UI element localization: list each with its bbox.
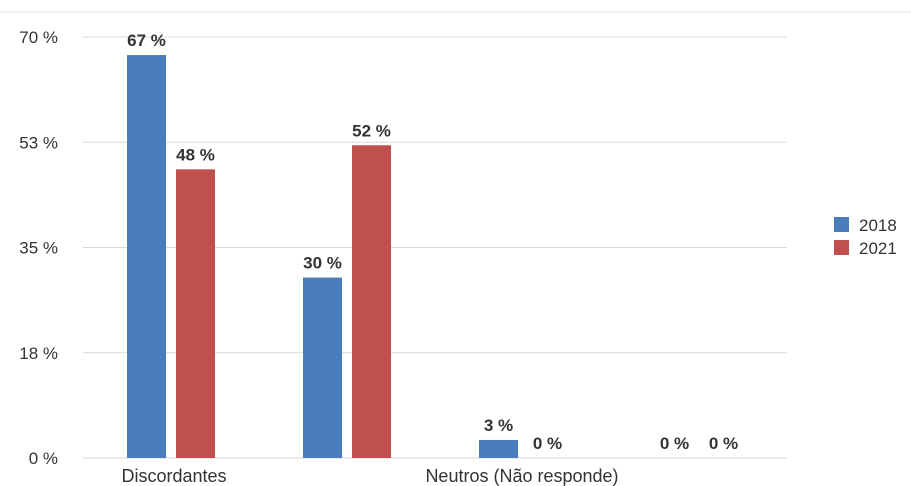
bars (127, 55, 518, 459)
y-tick-label: 35 % (19, 239, 58, 258)
x-category-label: Discordantes (121, 466, 226, 486)
y-axis-ticks: 0 % 18 % 35 % 53 % 70 % (19, 28, 58, 468)
y-tick-label: 53 % (19, 133, 58, 152)
x-category-label: Neutros (Não responde) (425, 466, 618, 486)
legend-swatch-2021 (834, 240, 849, 255)
data-label: 3 % (484, 416, 513, 435)
data-label: 52 % (352, 121, 391, 140)
legend-label-2021: 2021 (859, 239, 897, 258)
legend-swatch-2018 (834, 217, 849, 232)
x-axis-categories: Discordantes Neutros (Não responde) (121, 466, 618, 486)
y-tick-label: 18 % (19, 344, 58, 363)
y-tick-label: 0 % (29, 449, 58, 468)
bar-2018 (127, 55, 166, 459)
bar-2018 (479, 439, 518, 458)
legend-label-2018: 2018 (859, 216, 897, 235)
data-label: 48 % (176, 145, 215, 164)
y-tick-label: 70 % (19, 28, 58, 47)
bar-2018 (303, 277, 342, 458)
data-label: 67 % (127, 31, 166, 50)
data-labels: 67 % 48 % 30 % 52 % 3 % 0 % 0 % 0 % (127, 31, 738, 453)
data-label: 30 % (303, 254, 342, 273)
bar-2021 (352, 145, 391, 458)
data-label: 0 % (533, 434, 562, 453)
legend: 2018 2021 (834, 216, 897, 258)
data-label: 0 % (660, 434, 689, 453)
bar-2021 (176, 169, 215, 459)
data-label: 0 % (709, 434, 738, 453)
